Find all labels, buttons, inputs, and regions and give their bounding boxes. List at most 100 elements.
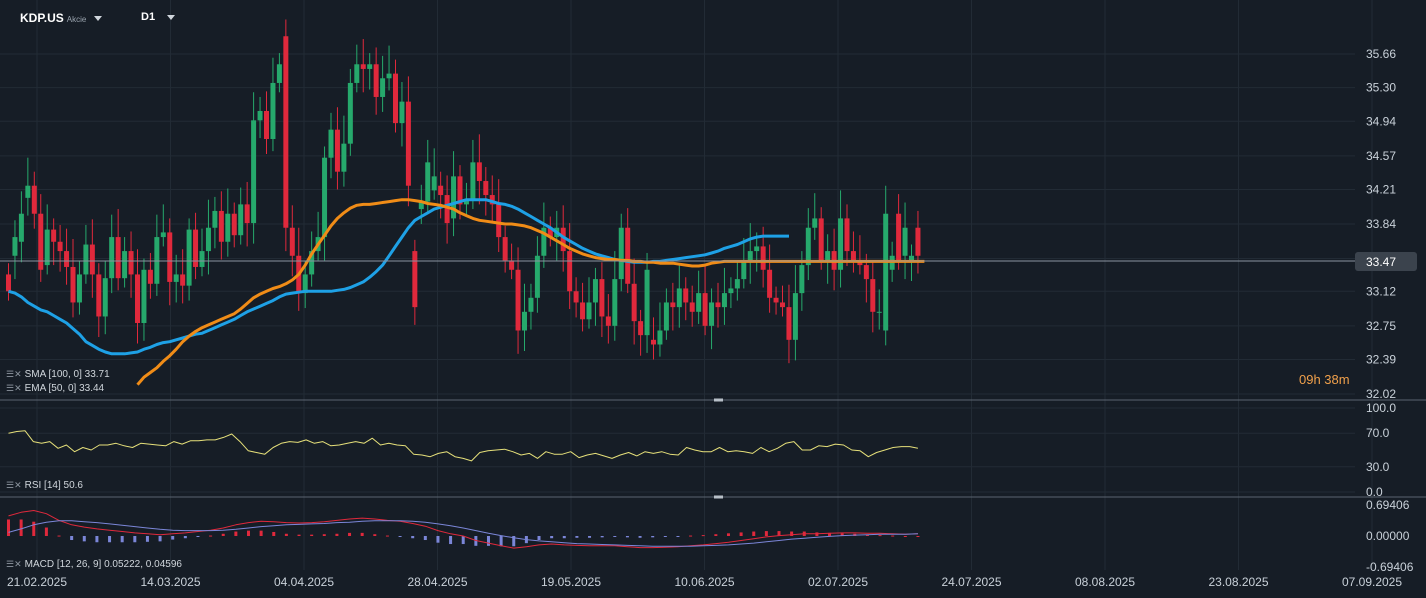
candle-body xyxy=(721,293,727,308)
macd-histogram-bar xyxy=(411,536,415,539)
candle-body xyxy=(341,143,347,172)
candle-body xyxy=(709,302,715,326)
candle-body xyxy=(180,274,186,286)
macd-histogram-bar xyxy=(360,532,364,536)
macd-histogram-bar xyxy=(44,527,48,536)
candle-body xyxy=(167,232,173,282)
candle-body xyxy=(38,213,44,270)
date-tick-label: 08.08.2025 xyxy=(1075,575,1135,589)
candle-body xyxy=(18,213,24,242)
candle-body xyxy=(6,274,11,292)
candle-body xyxy=(618,227,624,280)
macd-histogram-bar xyxy=(82,536,86,542)
settings-icon[interactable]: ☰✕ xyxy=(6,480,22,490)
date-tick-label: 10.06.2025 xyxy=(674,575,734,589)
candle-body xyxy=(154,237,160,284)
macd-histogram-bar xyxy=(19,519,23,536)
instrument-type-label: Akcie xyxy=(66,15,87,24)
candle-body xyxy=(425,162,431,202)
macd-tick-label: -0.69406 xyxy=(1366,560,1414,574)
candle-body xyxy=(76,274,82,303)
rsi-tick-label: 70.0 xyxy=(1366,426,1390,440)
settings-icon[interactable]: ☰✕ xyxy=(6,383,22,393)
candle-body xyxy=(309,251,315,275)
date-tick-label: 21.02.2025 xyxy=(7,575,67,589)
candle-body xyxy=(644,269,650,336)
candle-body xyxy=(870,279,876,312)
candle-body xyxy=(876,311,882,313)
macd-histogram-bar xyxy=(95,536,99,543)
settings-icon[interactable]: ☰✕ xyxy=(6,369,22,379)
candle-body xyxy=(186,229,192,286)
macd-histogram-bar xyxy=(385,535,389,537)
candle-body xyxy=(64,251,70,267)
candle-body xyxy=(522,311,527,331)
macd-histogram-bar xyxy=(537,536,541,541)
price-tick-label: 33.12 xyxy=(1366,284,1396,298)
date-tick-label: 14.03.2025 xyxy=(140,575,200,589)
candle-body xyxy=(573,291,579,303)
date-tick-label: 07.09.2025 xyxy=(1342,575,1402,589)
candle-countdown: 09h 38m xyxy=(1299,372,1350,387)
timeframe-selector[interactable]: D1 xyxy=(141,11,176,23)
candle-body xyxy=(863,265,869,280)
candle-body xyxy=(328,129,334,158)
candle-body xyxy=(734,279,740,289)
price-tick-label: 32.39 xyxy=(1366,352,1396,366)
candle-body xyxy=(696,293,702,312)
candle-body xyxy=(457,176,463,205)
settings-icon[interactable]: ☰✕ xyxy=(6,559,22,569)
candle-body xyxy=(393,73,398,124)
candle-body xyxy=(896,213,902,261)
macd-histogram-bar xyxy=(638,536,642,538)
chevron-down-icon xyxy=(94,16,103,22)
macd-histogram-bar xyxy=(373,534,377,536)
macd-histogram-bar xyxy=(221,533,225,536)
macd-histogram-bar xyxy=(234,531,238,536)
candle-body xyxy=(173,274,179,282)
rsi-legend[interactable]: ☰✕ RSI [14] 50.6 xyxy=(6,480,83,491)
candle-body xyxy=(399,101,405,124)
macd-histogram-bar xyxy=(651,536,655,538)
price-tick-label: 35.30 xyxy=(1366,81,1396,95)
candle-body xyxy=(631,283,637,322)
macd-histogram-bar xyxy=(575,536,579,538)
candle-body xyxy=(438,185,444,196)
candle-body xyxy=(135,274,140,324)
macd-legend[interactable]: ☰✕ MACD [12, 26, 9] 0.05222, 0.04596 xyxy=(6,559,182,570)
candle-body xyxy=(773,297,779,303)
candle-body xyxy=(496,204,502,238)
macd-histogram-bar xyxy=(865,534,869,536)
ema-legend[interactable]: ☰✕ EMA [50, 0] 33.44 xyxy=(6,383,104,394)
candle-body xyxy=(205,227,211,252)
candle-body xyxy=(44,229,50,266)
macd-histogram-bar xyxy=(108,536,112,543)
candle-body xyxy=(367,64,373,69)
candle-body xyxy=(760,246,766,270)
macd-histogram-bar xyxy=(726,533,730,536)
current-price-label: 33.47 xyxy=(1366,255,1396,269)
macd-histogram-bar xyxy=(676,536,680,537)
sma-legend[interactable]: ☰✕ SMA [100, 0] 33.71 xyxy=(6,369,110,380)
candle-body xyxy=(547,227,553,238)
price-tick-label: 32.02 xyxy=(1366,387,1396,401)
candle-body xyxy=(663,302,669,331)
date-tick-label: 23.08.2025 xyxy=(1208,575,1268,589)
macd-histogram-bar xyxy=(322,534,326,536)
rsi-tick-label: 0.0 xyxy=(1366,485,1383,499)
macd-histogram-bar xyxy=(32,521,36,536)
date-tick-label: 19.05.2025 xyxy=(541,575,601,589)
macd-histogram-bar xyxy=(348,532,352,536)
candle-body xyxy=(902,227,908,256)
candle-body xyxy=(270,82,276,139)
symbol-selector[interactable]: KDP.US Akcie xyxy=(20,11,103,25)
candle-body xyxy=(754,246,760,252)
current-price-tag: 33.47 xyxy=(1355,252,1417,271)
price-tick-label: 35.66 xyxy=(1366,47,1396,61)
candle-body xyxy=(741,260,747,280)
macd-histogram-bar xyxy=(499,536,503,547)
candle-body xyxy=(418,201,424,210)
macd-histogram-bar xyxy=(57,535,61,537)
candle-body xyxy=(728,288,734,294)
